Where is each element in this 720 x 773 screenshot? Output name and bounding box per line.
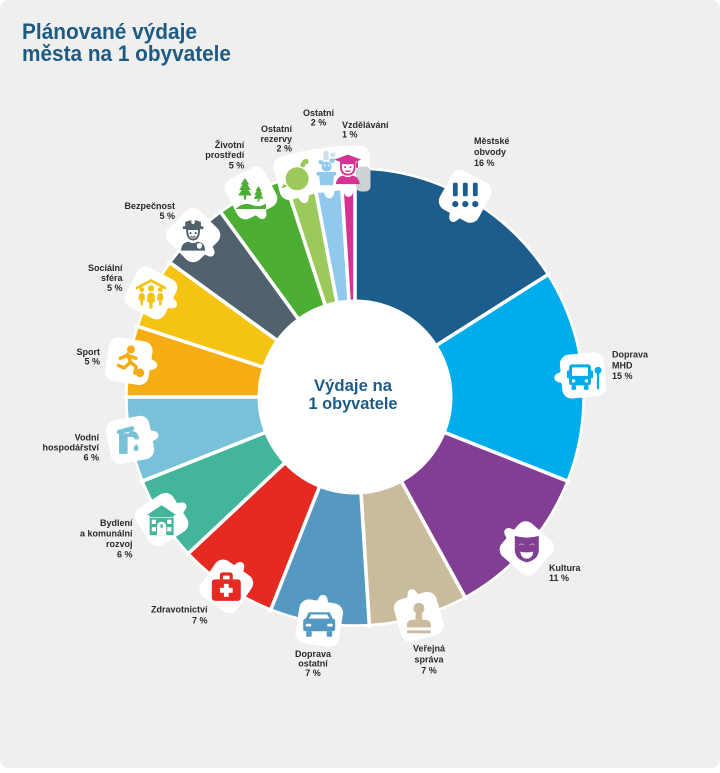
svg-text:města na 1 obyvatele: města na 1 obyvatele (22, 41, 231, 66)
svg-text:Výdaje na: Výdaje na (314, 377, 393, 395)
svg-text:1 obyvatele: 1 obyvatele (309, 395, 398, 413)
svg-text:Plánované výdaje: Plánované výdaje (22, 19, 197, 44)
